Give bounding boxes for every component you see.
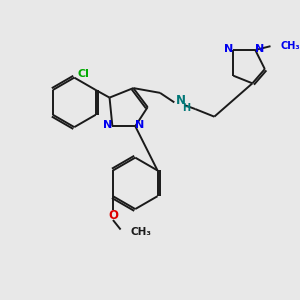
Text: H: H — [183, 103, 191, 113]
Text: N: N — [255, 44, 265, 54]
Text: O: O — [108, 209, 118, 222]
Text: N: N — [176, 94, 186, 107]
Text: CH₃: CH₃ — [280, 41, 300, 51]
Text: N: N — [224, 44, 233, 54]
Text: Cl: Cl — [78, 69, 90, 79]
Text: CH₃: CH₃ — [130, 227, 151, 237]
Text: N: N — [103, 120, 112, 130]
Text: N: N — [135, 120, 145, 130]
